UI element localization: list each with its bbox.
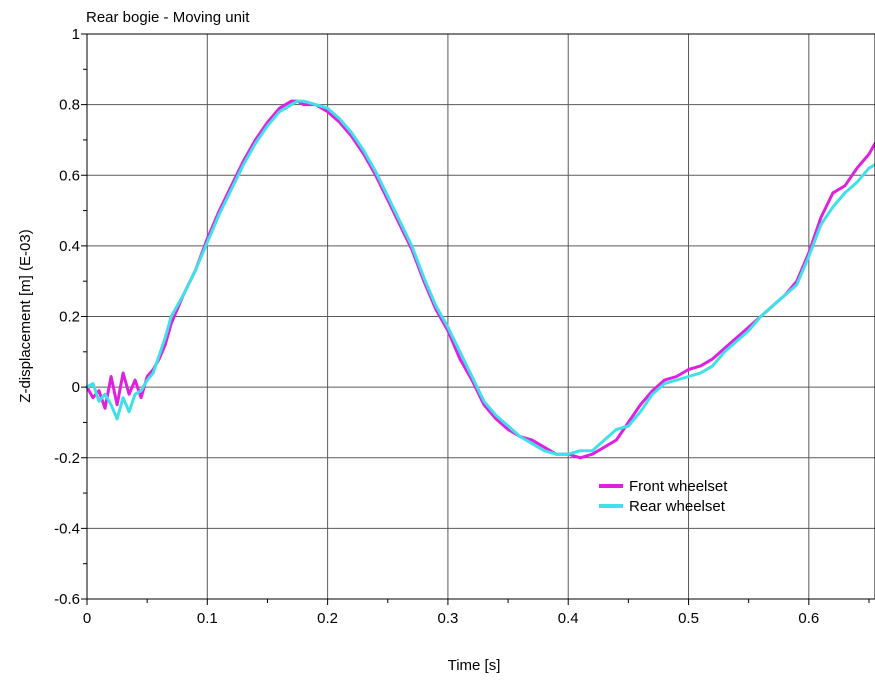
series-line-front-wheelset [85, 99, 875, 460]
legend-label: Front wheelset [629, 478, 728, 495]
chart-title: Rear bogie - Moving unit [86, 9, 250, 26]
x-tick-label: 0 [83, 610, 91, 627]
x-tick-label: 0.6 [798, 610, 819, 627]
x-tick-label: 0.2 [317, 610, 338, 627]
x-axis-title: Time [s] [448, 657, 501, 674]
x-tick-label: 0.3 [437, 610, 458, 627]
series-line-rear-wheelset [85, 99, 875, 456]
y-tick-label: 0.8 [59, 97, 80, 114]
y-tick-label: -0.2 [54, 450, 80, 467]
ticks-layer: 0 0.1 0.2 0.3 0.4 0.5 0.6 -0.6 -0.4 -0.2 0 0.2 0.4 0.… [54, 26, 870, 627]
y-tick-label: 0 [72, 379, 80, 396]
legend-label: Rear wheelset [629, 498, 726, 515]
x-tick-label: 0.5 [678, 610, 699, 627]
y-tick-label: -0.4 [54, 520, 80, 537]
grid-layer [87, 34, 875, 599]
x-tick-label: 0.4 [558, 610, 579, 627]
y-tick-label: -0.6 [54, 591, 80, 608]
y-tick-label: 0.2 [59, 309, 80, 326]
y-tick-label: 0.4 [59, 238, 80, 255]
legend: Front wheelset Rear wheelset [599, 478, 728, 515]
series-layer [85, 99, 875, 460]
y-tick-label: 0.6 [59, 167, 80, 184]
y-tick-label: 1 [72, 26, 80, 43]
y-axis-title: Z-displacement [m] (E-03) [17, 229, 34, 402]
x-tick-label: 0.1 [197, 610, 218, 627]
